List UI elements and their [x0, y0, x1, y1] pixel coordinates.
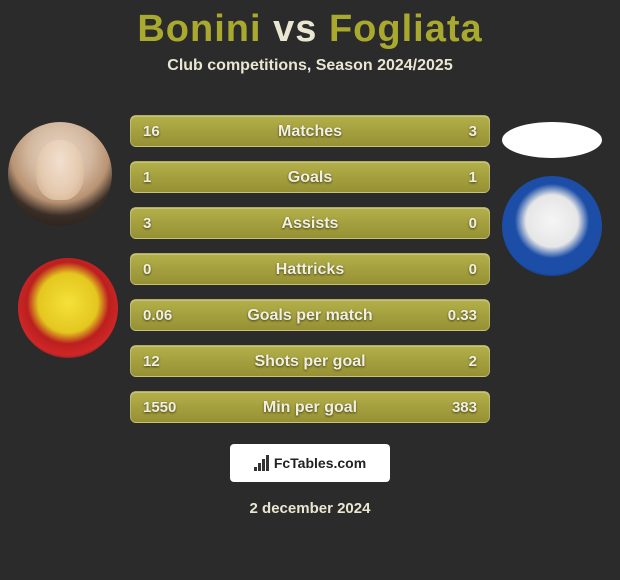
player2-avatar [502, 122, 602, 158]
stat-right-value: 0.33 [436, 300, 489, 330]
stat-row: 16 Matches 3 [130, 115, 490, 147]
source-site: FcTables.com [274, 455, 366, 471]
comparison-title: Bonini vs Fogliata [0, 0, 620, 51]
player1-club-crest [18, 258, 118, 358]
stat-label: Assists [131, 208, 489, 238]
stat-label: Matches [131, 116, 489, 146]
player1-name: Bonini [137, 8, 261, 50]
stat-row: 1 Goals 1 [130, 161, 490, 193]
stat-row: 0 Hattricks 0 [130, 253, 490, 285]
subtitle: Club competitions, Season 2024/2025 [0, 57, 620, 75]
stat-label: Hattricks [131, 254, 489, 284]
vs-text: vs [273, 8, 317, 50]
source-badge: FcTables.com [230, 444, 390, 482]
stat-right-value: 2 [457, 346, 489, 376]
player1-avatar [8, 122, 112, 226]
stat-row: 0.06 Goals per match 0.33 [130, 299, 490, 331]
stat-right-value: 3 [457, 116, 489, 146]
chart-bars-icon [254, 455, 270, 471]
player2-name: Fogliata [329, 8, 483, 50]
stat-right-value: 1 [457, 162, 489, 192]
stat-label: Goals [131, 162, 489, 192]
stat-label: Shots per goal [131, 346, 489, 376]
player2-club-crest [502, 176, 602, 276]
stat-label: Min per goal [131, 392, 489, 422]
stat-row: 1550 Min per goal 383 [130, 391, 490, 423]
stat-right-value: 383 [440, 392, 489, 422]
stat-right-value: 0 [457, 254, 489, 284]
footer-date: 2 december 2024 [0, 500, 620, 517]
stats-table: 16 Matches 3 1 Goals 1 3 Assists 0 0 Hat… [130, 115, 490, 437]
stat-row: 12 Shots per goal 2 [130, 345, 490, 377]
stat-row: 3 Assists 0 [130, 207, 490, 239]
stat-right-value: 0 [457, 208, 489, 238]
